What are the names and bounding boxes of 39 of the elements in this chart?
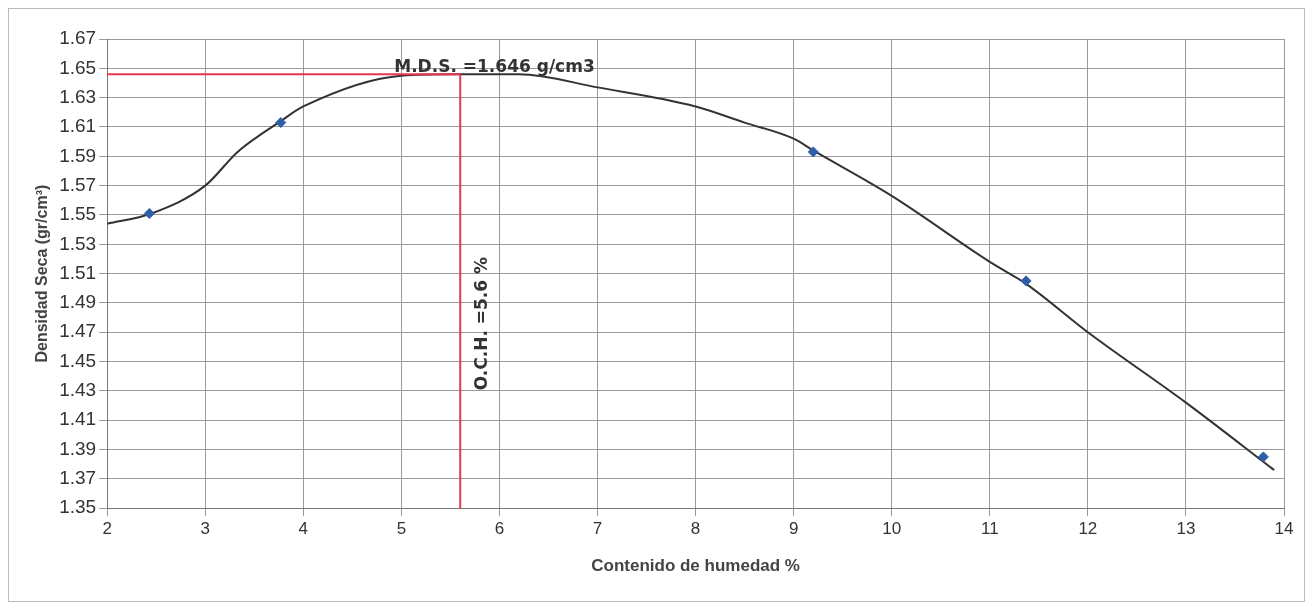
y-tick-label: 1.43 (59, 379, 97, 401)
y-tick-label: 1.63 (59, 85, 97, 107)
y-tick-label: 1.51 (59, 261, 97, 283)
x-tick-label: 10 (882, 519, 902, 539)
x-tick-label: 9 (788, 519, 799, 539)
y-tick-label: 1.53 (59, 232, 97, 254)
y-tick-label: 1.39 (59, 437, 97, 459)
x-axis-title: Contenido de humedad % (591, 556, 800, 576)
x-tick-label: 6 (494, 519, 505, 539)
y-tick-label: 1.41 (59, 408, 97, 430)
y-tick-label: 1.37 (59, 467, 97, 489)
point (807, 146, 819, 158)
point (275, 117, 287, 129)
y-tick-label: 1.45 (59, 349, 97, 371)
y-tick-label: 1.67 (59, 27, 97, 49)
ref-line-label: M.D.S. =1.646 g/cm3 (394, 56, 595, 77)
x-tick-label: 7 (592, 519, 603, 539)
y-tick-label: 1.55 (59, 203, 97, 225)
y-tick-label: 1.35 (59, 496, 97, 518)
y-tick-label: 1.47 (59, 320, 97, 342)
x-tick-label: 4 (298, 519, 309, 539)
x-tick-label: 2 (102, 519, 112, 539)
y-tick-label: 1.61 (59, 115, 97, 137)
x-tick-label: 14 (1274, 519, 1294, 539)
x-tick-label: 8 (690, 519, 701, 539)
point (1020, 275, 1032, 287)
x-tick-label: 13 (1176, 519, 1196, 539)
y-tick-label: 1.49 (59, 291, 97, 313)
y-tick-label: 1.59 (59, 144, 97, 166)
y-axis-title: Densidad Seca (gr/cm³) (33, 184, 51, 363)
point (1257, 451, 1269, 463)
x-tick-label: 11 (980, 519, 999, 539)
x-tick-label: 12 (1078, 519, 1098, 539)
ref-line-label: O.C.H. =5.6 % (470, 256, 491, 391)
y-tick-label: 1.65 (59, 56, 97, 78)
y-tick-label: 1.57 (59, 173, 97, 195)
point (143, 207, 155, 219)
x-tick-label: 5 (396, 519, 407, 539)
x-tick-label: 3 (200, 519, 210, 539)
